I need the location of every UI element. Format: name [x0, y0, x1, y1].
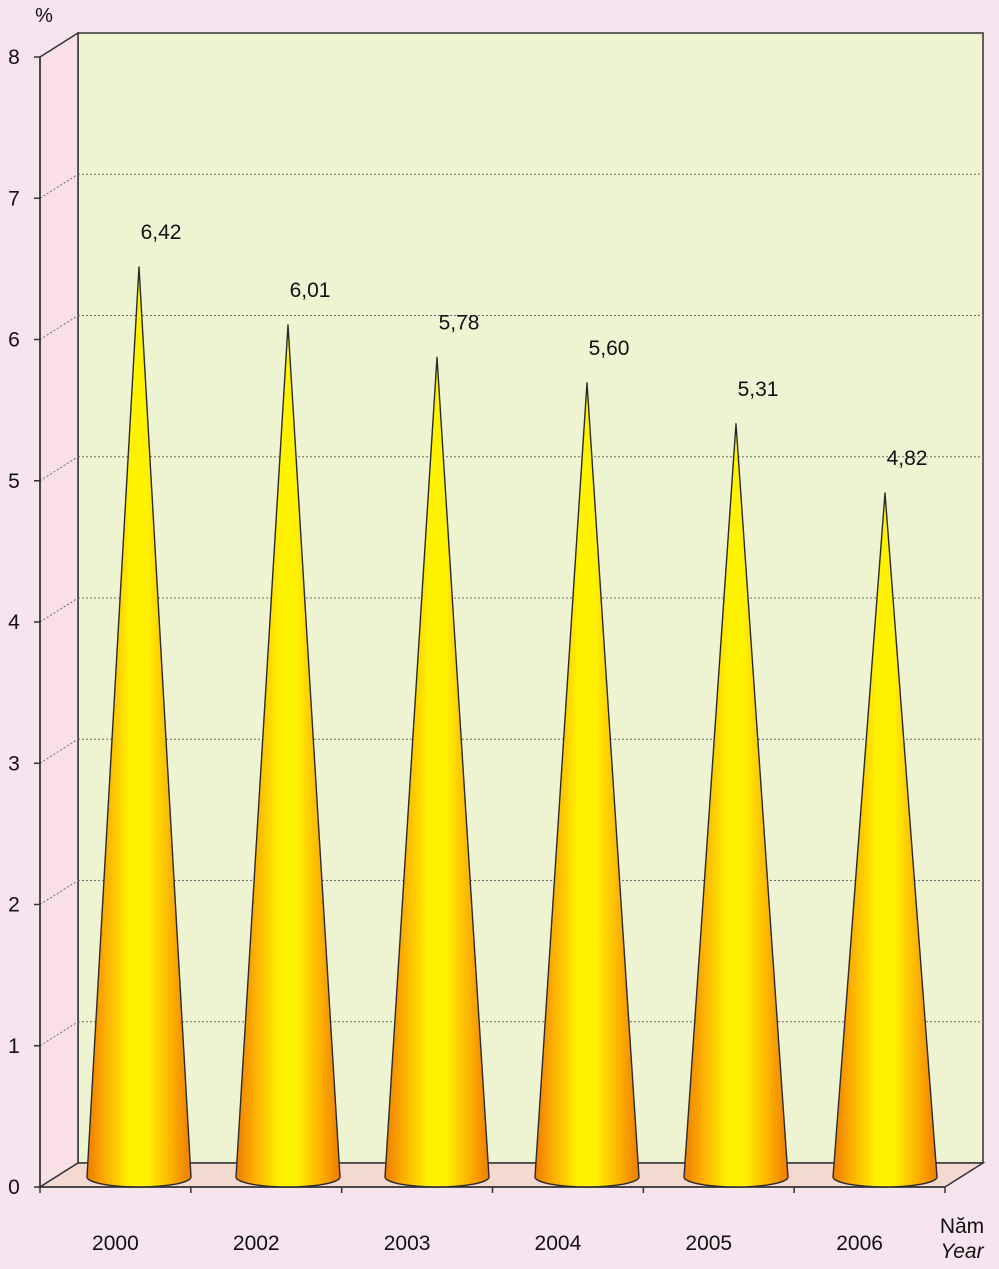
- cone-bar-2003: [384, 356, 490, 1188]
- value-label: 4,82: [887, 447, 928, 470]
- y-tick-label: 4: [8, 611, 20, 634]
- cone-bar-2006: [832, 492, 938, 1188]
- plot-side-wall: [39, 31, 79, 1189]
- y-tick-label: 0: [8, 1176, 20, 1199]
- gridline-side: [39, 597, 79, 623]
- gridline-side: [39, 1021, 79, 1047]
- cone-bar-2000: [86, 266, 192, 1188]
- cone-bar-2004: [534, 382, 640, 1188]
- y-tick-label: 1: [8, 1035, 20, 1058]
- y-axis-unit: %: [35, 5, 53, 27]
- x-axis-label-en: Year: [940, 1240, 984, 1263]
- y-tick-label: 3: [8, 752, 20, 775]
- y-tick-label: 8: [8, 46, 20, 69]
- gridlines: [39, 173, 983, 1047]
- x-tick-label: 2006: [836, 1232, 883, 1255]
- x-axis-label-vi: Năm: [940, 1215, 984, 1238]
- cone-bar-2002: [235, 324, 341, 1188]
- x-tick-label: 2004: [535, 1232, 582, 1255]
- value-label: 5,78: [439, 311, 480, 334]
- value-label: 6,42: [141, 221, 182, 244]
- value-label: 6,01: [290, 279, 331, 302]
- x-tick-label: 2002: [233, 1232, 280, 1255]
- gridline-side: [39, 738, 79, 764]
- gridline-side: [39, 456, 79, 482]
- labels: 6,42 2000 6,01 2002 5,78 2003 5,60 2004 5,31 2005…: [92, 221, 927, 1255]
- gridline-side: [39, 880, 79, 905]
- x-tick-label: 2005: [685, 1232, 732, 1255]
- x-tick-label: 2000: [92, 1232, 139, 1255]
- axes: 0 1 2 3 4 5 6 7 8: [8, 46, 946, 1199]
- value-label: 5,31: [738, 378, 779, 401]
- x-tick-label: 2003: [384, 1232, 431, 1255]
- cones: [86, 266, 938, 1188]
- y-tick-label: 2: [8, 894, 20, 917]
- y-tick-label: 6: [8, 329, 20, 352]
- gridline-side: [39, 173, 79, 199]
- value-label: 5,60: [589, 337, 630, 360]
- y-tick-label: 7: [8, 187, 20, 210]
- cone-bar-2005: [683, 423, 789, 1188]
- y-tick-label: 5: [8, 470, 20, 493]
- gridline-side: [39, 315, 79, 340]
